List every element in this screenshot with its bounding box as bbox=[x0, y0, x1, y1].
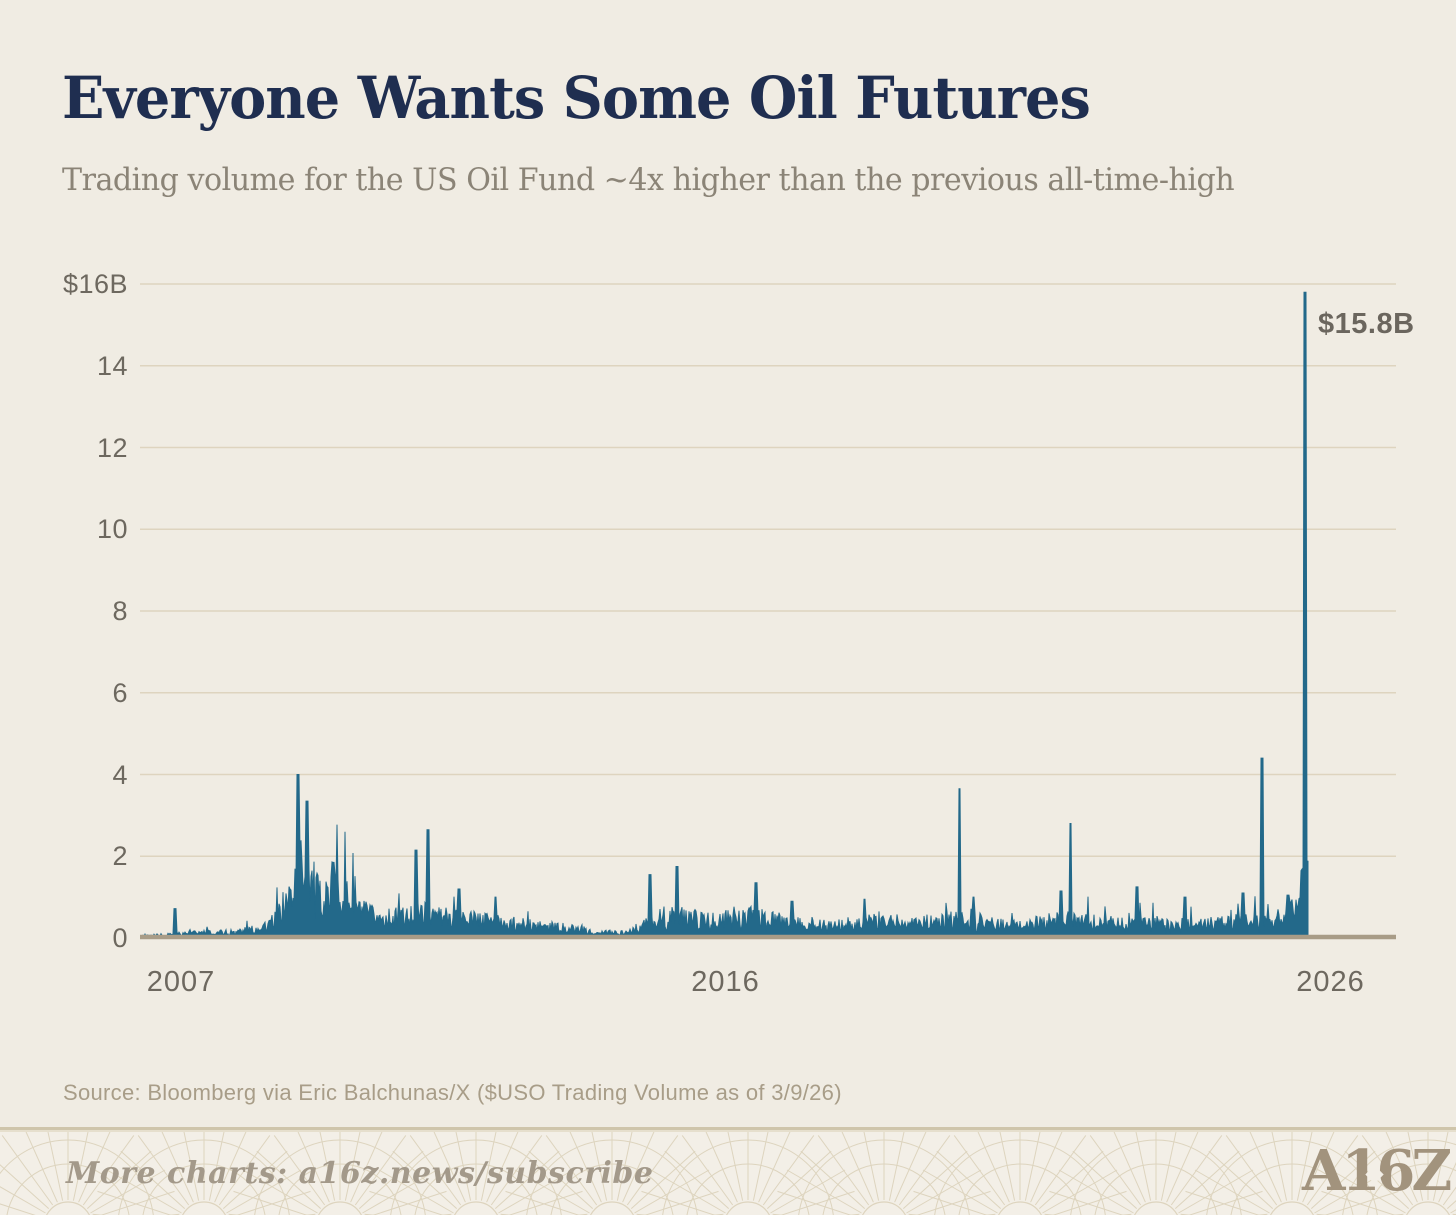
x-axis-tick: 2007 bbox=[146, 966, 216, 998]
page-title: Everyone Wants Some Oil Futures bbox=[62, 64, 1091, 132]
page-subtitle: Trading volume for the US Oil Fund ~4x h… bbox=[62, 162, 1235, 198]
y-axis-tick: 4 bbox=[112, 759, 128, 790]
peak-value-annotation: $15.8B bbox=[1318, 308, 1415, 340]
volume-chart-canvas bbox=[140, 283, 1396, 940]
y-axis-tick: 14 bbox=[96, 350, 128, 381]
volume-series bbox=[141, 291, 1309, 939]
footer-band: More charts: a16z.news/subscribe A16Z bbox=[0, 1127, 1456, 1215]
source-note: Source: Bloomberg via Eric Balchunas/X (… bbox=[63, 1080, 842, 1105]
subscribe-link[interactable]: More charts: a16z.news/subscribe bbox=[66, 1156, 654, 1191]
a16z-logo: A16Z bbox=[1302, 1142, 1452, 1204]
x-axis-tick: 2026 bbox=[1296, 966, 1365, 998]
y-axis-tick: $16B bbox=[62, 269, 128, 299]
sunburst-pattern bbox=[0, 1130, 1456, 1215]
y-axis-tick: 0 bbox=[112, 923, 128, 953]
y-axis-tick: 2 bbox=[112, 841, 128, 872]
y-axis-tick: 12 bbox=[96, 432, 128, 463]
x-axis-tick: 2016 bbox=[691, 966, 760, 998]
y-axis-tick: 10 bbox=[96, 514, 128, 545]
y-axis-tick: 6 bbox=[112, 677, 128, 708]
y-axis-tick: 8 bbox=[112, 596, 128, 626]
